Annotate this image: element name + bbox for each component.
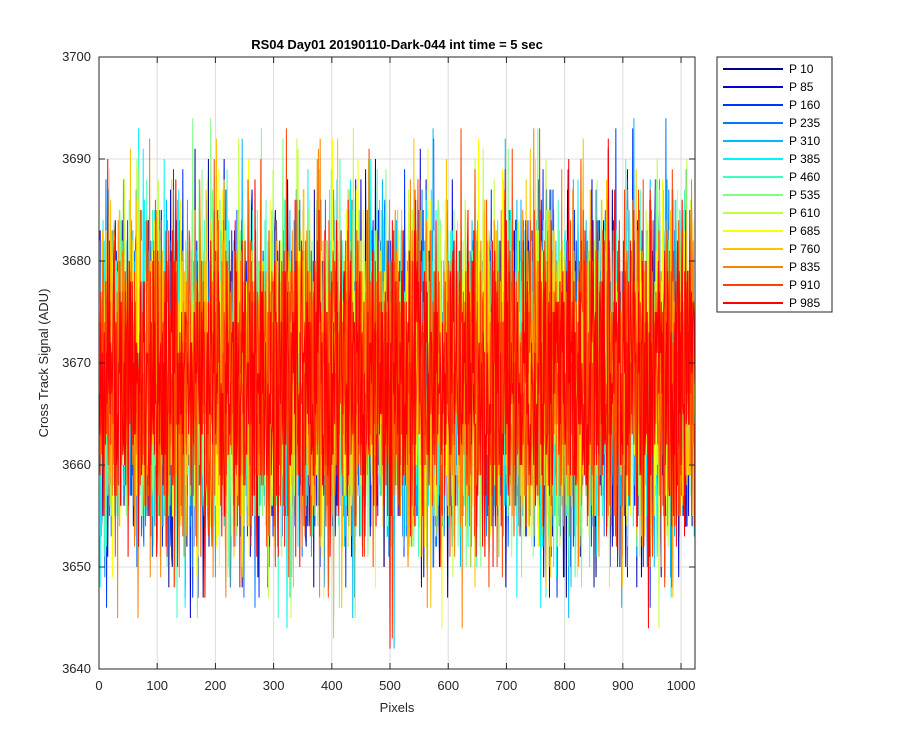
x-tick-label: 800	[554, 678, 576, 693]
y-tick-label: 3650	[62, 559, 91, 574]
x-axis-label: Pixels	[380, 700, 415, 715]
x-tick-label: 300	[263, 678, 285, 693]
axis-ticks: 0 100 200 300 400 500 600 700 800 900 1000 3640 3650…	[62, 49, 695, 693]
x-tick-label: 600	[437, 678, 459, 693]
legend-label: P 910	[789, 278, 820, 292]
series-line-p-985	[99, 138, 695, 649]
y-axis-label: Cross Track Signal (ADU)	[36, 289, 51, 438]
x-tick-label: 700	[496, 678, 518, 693]
legend-items: P 10 P 85 P 160 P 235 P 310 P 385 P 460 P 535 P …	[723, 62, 820, 310]
x-tick-label: 400	[321, 678, 343, 693]
y-tick-label: 3670	[62, 355, 91, 370]
chart-title: RS04 Day01 20190110-Dark-044 int time = …	[251, 37, 543, 52]
legend-label: P 85	[789, 80, 814, 94]
legend-label: P 310	[789, 134, 820, 148]
x-tick-label: 200	[205, 678, 227, 693]
legend-label: P 160	[789, 98, 820, 112]
legend-label: P 985	[789, 296, 820, 310]
legend-label: P 835	[789, 260, 820, 274]
legend: P 10 P 85 P 160 P 235 P 310 P 385 P 460 P 535 P …	[716, 56, 833, 313]
legend-label: P 10	[789, 62, 814, 76]
x-tick-label: 0	[95, 678, 102, 693]
y-tick-label: 3680	[62, 253, 91, 268]
legend-label: P 685	[789, 224, 820, 238]
legend-box	[716, 56, 833, 313]
x-tick-label: 500	[379, 678, 401, 693]
legend-label: P 460	[789, 170, 820, 184]
y-tick-label: 3690	[62, 151, 91, 166]
y-tick-label: 3640	[62, 661, 91, 676]
y-tick-label: 3660	[62, 457, 91, 472]
legend-label: P 610	[789, 206, 820, 220]
legend-label: P 760	[789, 242, 820, 256]
series-lines	[99, 118, 695, 649]
legend-label: P 385	[789, 152, 820, 166]
x-tick-label: 100	[146, 678, 168, 693]
x-tick-label: 1000	[667, 678, 696, 693]
legend-label: P 235	[789, 116, 820, 130]
y-tick-label: 3700	[62, 49, 91, 64]
legend-label: P 535	[789, 188, 820, 202]
x-tick-label: 900	[612, 678, 634, 693]
